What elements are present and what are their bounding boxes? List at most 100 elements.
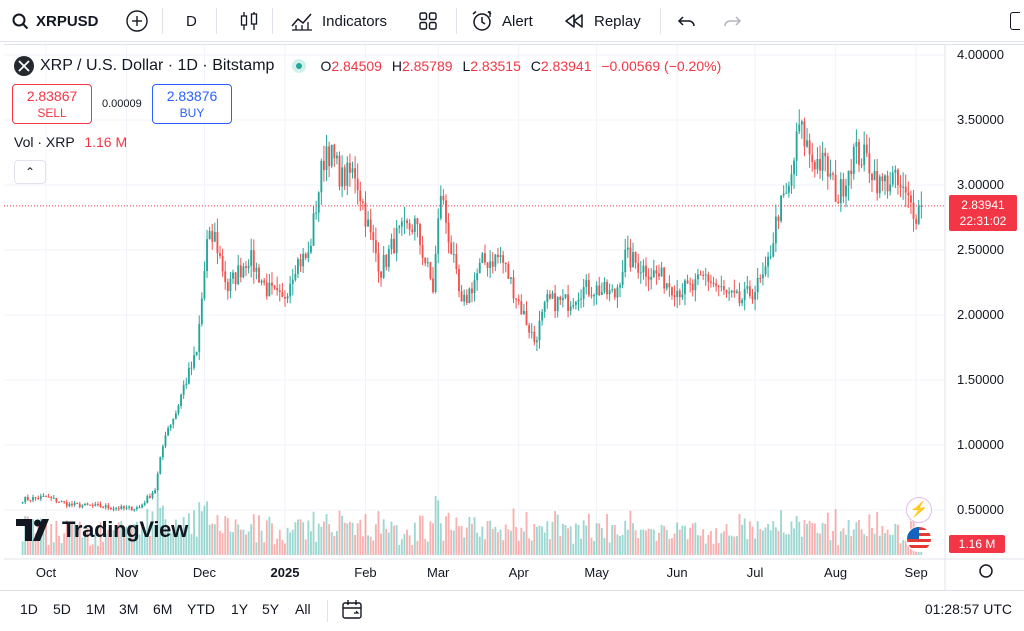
candle-body bbox=[273, 285, 276, 288]
volume-bar bbox=[458, 526, 460, 555]
candle-body bbox=[151, 493, 154, 498]
economic-events-icon[interactable] bbox=[906, 526, 932, 552]
volume-bar bbox=[156, 492, 159, 555]
volume-bar bbox=[642, 529, 645, 555]
candle-body bbox=[369, 219, 372, 233]
interval-button[interactable]: D bbox=[186, 0, 197, 42]
candle-body bbox=[156, 473, 159, 491]
candle-body bbox=[211, 231, 214, 242]
candle-body bbox=[494, 254, 497, 267]
volume-bar bbox=[71, 521, 73, 555]
chart-pane[interactable]: 4.00000 3.50000 3.00000 2.50000 2.00000 1.500… bbox=[4, 44, 1024, 591]
range-3m-button[interactable]: 3M bbox=[119, 601, 139, 617]
redo-button[interactable] bbox=[722, 0, 742, 42]
templates-button[interactable] bbox=[418, 0, 438, 42]
candle-body bbox=[889, 184, 892, 192]
range-all-button[interactable]: All bbox=[295, 601, 311, 617]
candle-body bbox=[561, 297, 564, 301]
goto-date-button[interactable] bbox=[341, 599, 365, 626]
candle-body bbox=[39, 496, 42, 499]
range-1d-button[interactable]: 1D bbox=[20, 601, 38, 617]
volume-bar bbox=[271, 523, 273, 555]
candle-body bbox=[247, 265, 250, 269]
symbol-search[interactable]: XRPUSD bbox=[12, 0, 99, 42]
volume-bar bbox=[328, 524, 331, 555]
volume-bar bbox=[517, 540, 520, 555]
volume-bar bbox=[367, 535, 370, 555]
range-1y-button[interactable]: 1Y bbox=[231, 601, 249, 617]
time-axis-label: Sep bbox=[905, 565, 928, 580]
candle-body bbox=[759, 278, 762, 280]
range-5y-button[interactable]: 5Y bbox=[262, 601, 280, 617]
candle-body bbox=[556, 296, 559, 312]
volume-bar bbox=[569, 526, 572, 555]
candle-body bbox=[484, 253, 486, 263]
undo-button[interactable] bbox=[677, 0, 697, 42]
volume-bar bbox=[159, 507, 162, 555]
volume-bar bbox=[507, 529, 510, 555]
candle-body bbox=[206, 239, 208, 272]
candle-body bbox=[403, 220, 406, 222]
time-axis-label: Jul bbox=[747, 565, 764, 580]
volume-bar bbox=[278, 529, 281, 555]
candle-body bbox=[411, 229, 414, 233]
volume-bar bbox=[312, 511, 315, 555]
volume-bar bbox=[697, 535, 699, 555]
volume-bar bbox=[437, 500, 440, 555]
volume-bar bbox=[130, 528, 133, 555]
candle-body bbox=[632, 252, 634, 268]
collapse-legend-button[interactable]: ⌃ bbox=[14, 160, 46, 184]
volume-bar bbox=[89, 545, 92, 555]
candle-body bbox=[806, 140, 808, 147]
more-menu-icon bbox=[1010, 12, 1020, 30]
range-ytd-button[interactable]: YTD bbox=[187, 601, 215, 617]
volume-bar bbox=[190, 534, 193, 555]
candle-body bbox=[289, 283, 292, 297]
candle-body bbox=[871, 173, 873, 181]
candle-body bbox=[400, 221, 403, 227]
replay-button[interactable]: Replay bbox=[564, 0, 641, 42]
volume-bar bbox=[658, 532, 660, 555]
compare-symbol-button[interactable] bbox=[125, 0, 149, 42]
sell-button[interactable]: 2.83867 SELL bbox=[12, 84, 92, 124]
volume-bar bbox=[774, 527, 777, 555]
range-6m-button[interactable]: 6M bbox=[153, 601, 173, 617]
range-5d-button[interactable]: 5D bbox=[53, 601, 71, 617]
volume-bar bbox=[699, 535, 702, 555]
candle-body bbox=[185, 383, 188, 385]
more-menu-button[interactable] bbox=[1010, 0, 1020, 42]
ideas-icon[interactable]: ⚡ bbox=[906, 497, 932, 523]
candle-body bbox=[382, 254, 385, 278]
change-value: −0.00569 (−0.20%) bbox=[601, 58, 722, 74]
tradingview-watermark: TradingView bbox=[16, 515, 188, 545]
chart-type-button[interactable] bbox=[238, 0, 260, 42]
candle-body bbox=[377, 253, 380, 272]
volume-bar bbox=[798, 521, 801, 555]
volume-bar bbox=[128, 525, 131, 555]
candle-body bbox=[115, 508, 118, 510]
volume-bar bbox=[616, 534, 619, 555]
volume-bar bbox=[543, 532, 546, 555]
candle-body bbox=[624, 249, 627, 273]
volume-bar bbox=[234, 519, 237, 555]
volume-bar bbox=[512, 508, 515, 555]
volume-bar bbox=[811, 522, 814, 555]
volume-bar bbox=[200, 511, 203, 555]
volume-bar bbox=[738, 514, 741, 555]
volume-bar bbox=[390, 521, 393, 555]
volume-bar bbox=[221, 533, 224, 555]
candle-body bbox=[76, 502, 79, 504]
range-1m-button[interactable]: 1M bbox=[86, 601, 106, 617]
candle-body bbox=[125, 507, 128, 509]
price-chart[interactable]: 4.00000 3.50000 3.00000 2.50000 2.00000 1.500… bbox=[4, 45, 1024, 591]
volume-bar bbox=[759, 529, 762, 555]
candle-body bbox=[45, 495, 47, 497]
volume-label: Vol · XRP bbox=[14, 134, 75, 150]
high-value: 2.85789 bbox=[401, 58, 453, 74]
indicators-button[interactable]: Indicators bbox=[290, 0, 387, 42]
price-axis-label: 3.00000 bbox=[957, 177, 1004, 192]
alert-button[interactable]: Alert bbox=[470, 0, 533, 42]
volume-bar bbox=[499, 529, 502, 555]
buy-button[interactable]: 2.83876 BUY bbox=[152, 84, 232, 124]
utc-clock[interactable]: 01:28:57 UTC bbox=[924, 601, 1012, 617]
